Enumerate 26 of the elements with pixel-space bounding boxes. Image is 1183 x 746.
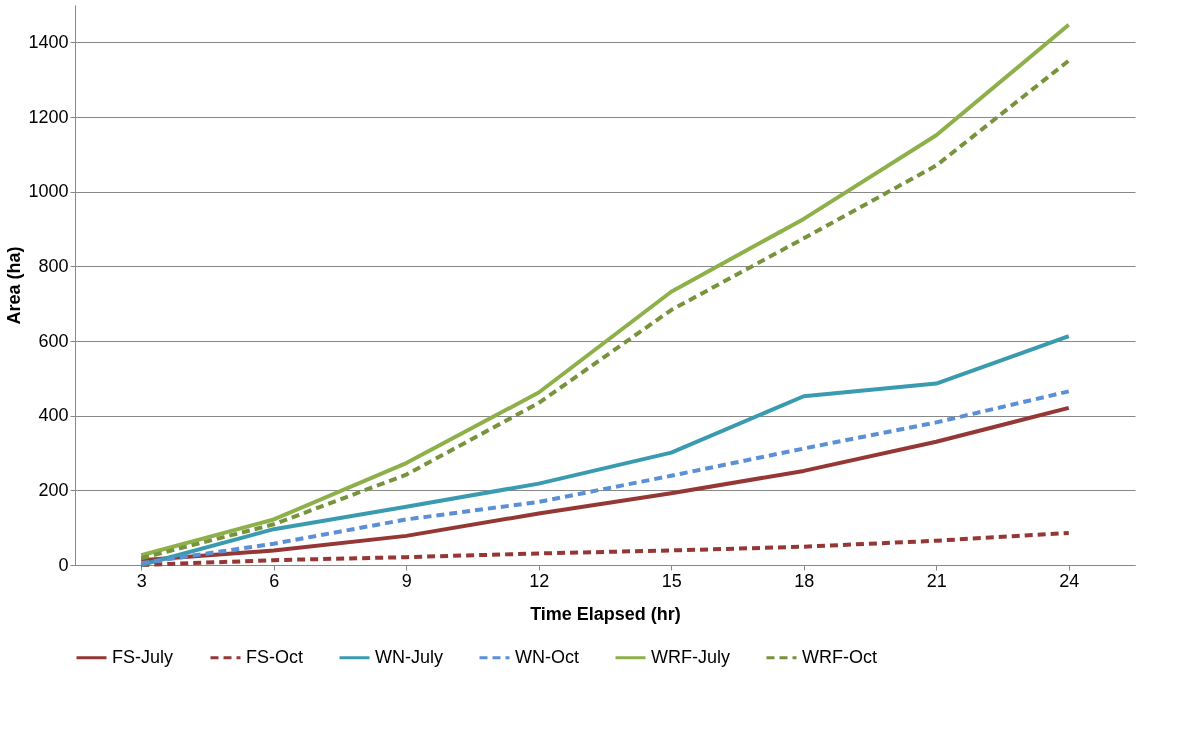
y-tick-label: 1400 (28, 31, 69, 52)
y-tick-label: 1200 (28, 106, 69, 127)
x-tick-label: 15 (661, 570, 682, 591)
y-tick-label: 800 (38, 255, 69, 276)
y-tick-label: 0 (58, 554, 69, 575)
line-series (139, 530, 1071, 567)
y-tick-label: 200 (38, 479, 69, 500)
y-tick-label: 600 (38, 330, 69, 351)
x-tick-label: 21 (926, 570, 947, 591)
x-tick-label: 18 (794, 570, 815, 591)
y-tick-label: 1000 (28, 181, 69, 202)
line-series (139, 334, 1071, 567)
legend-label: WRF-July (651, 646, 730, 667)
x-tick-label: 12 (529, 570, 550, 591)
legend-label: WN-July (375, 646, 443, 667)
y-axis-title: Area (ha) (4, 246, 25, 325)
x-tick-label: 24 (1059, 570, 1080, 591)
y-tick-label: 400 (38, 405, 69, 426)
x-axis-title: Time Elapsed (hr) (530, 603, 681, 624)
legend-label: WRF-Oct (802, 646, 877, 667)
legend-label: FS-Oct (246, 646, 303, 667)
x-tick-label: 6 (269, 570, 280, 591)
x-tick-label: 9 (401, 570, 412, 591)
legend-label: WN-Oct (515, 646, 579, 667)
legend-label: FS-July (112, 646, 174, 667)
x-tick-label: 3 (136, 570, 147, 591)
